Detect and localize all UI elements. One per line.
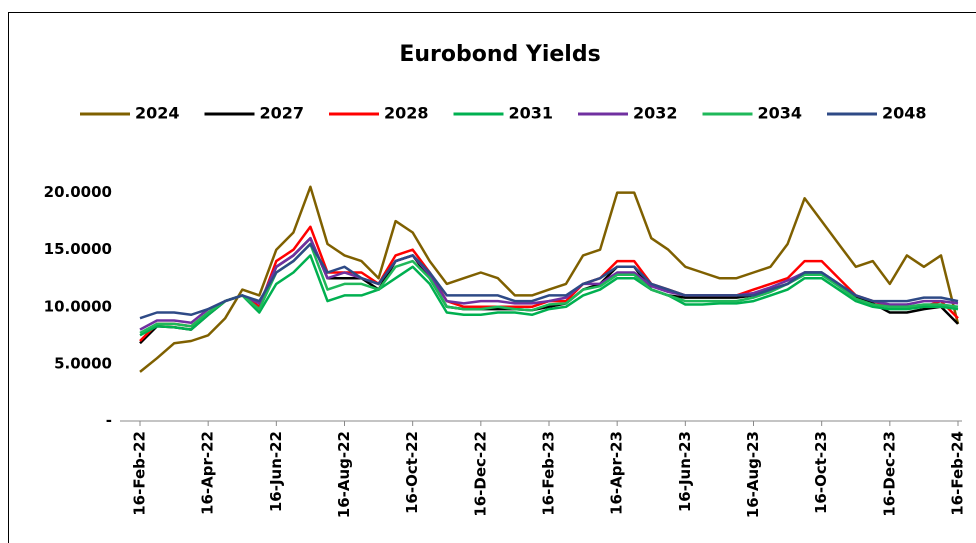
y-tick-label: 10.0000 [44,297,112,315]
x-tick-label: 16-Apr-23 [608,431,626,515]
x-tick-label: 16-Dec-23 [880,431,898,517]
legend-label: 2048 [882,104,927,123]
x-tick-label: 16-Apr-22 [199,431,217,515]
legend-label: 2027 [260,104,305,123]
x-tick-label: 16-Dec-22 [471,431,489,517]
y-tick-label: - [106,412,112,430]
x-tick-label: 16-Aug-22 [335,431,353,518]
frame [8,12,976,543]
chart-title: Eurobond Yields [399,42,600,67]
legend-label: 2024 [135,104,180,123]
legend-label: 2028 [384,104,429,123]
legend-label: 2031 [509,104,554,123]
x-tick-label: 16-Feb-22 [131,431,149,516]
x-tick-label: 16-Oct-23 [812,431,830,514]
y-tick-label: 20.0000 [44,183,112,201]
y-tick-label: 5.0000 [54,354,112,372]
series-line [139,254,959,337]
x-tick-label: 16-Aug-23 [744,431,762,518]
x-tick-label: 16-Jun-22 [267,431,285,512]
x-tick-label: 16-Feb-23 [540,431,558,516]
legend-label: 2032 [633,104,678,123]
series-line [139,185,960,373]
x-tick-label: 16-Oct-22 [403,431,421,514]
x-tick-label: 16-Jun-23 [676,431,694,512]
y-tick-label: 15.0000 [44,240,112,258]
legend-label: 2034 [758,104,803,123]
x-tick-label: 16-Feb-24 [949,431,967,516]
series-line [139,242,959,320]
